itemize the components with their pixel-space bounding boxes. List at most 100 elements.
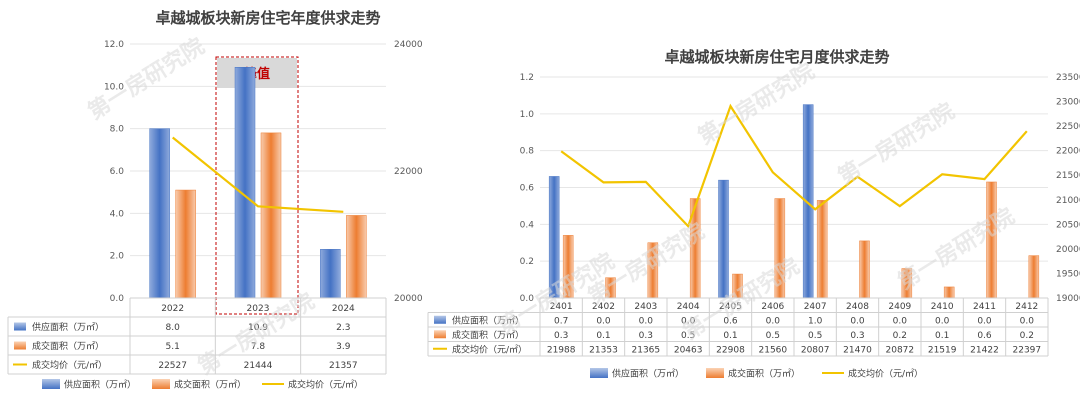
chart2-table-cell: 21519 xyxy=(928,345,957,355)
chart1-table-cell: 7.8 xyxy=(251,342,266,352)
chart1-y2-tick-label: 22000 xyxy=(394,167,423,177)
chart1-table-key-deal xyxy=(14,341,26,350)
chart1-table-row-label: 成交均价（元/㎡） xyxy=(32,359,107,371)
chart2-table-cell: 21365 xyxy=(632,345,661,355)
chart1-table-cell: 8.0 xyxy=(166,323,181,333)
chart1-y-tick-label: 4.0 xyxy=(110,209,125,219)
chart2-table-cell: 0.6 xyxy=(977,331,992,341)
chart2-x-tick-label: 2407 xyxy=(804,302,827,312)
chart2-table-row-label: 成交均价（元/㎡） xyxy=(452,343,527,355)
chart1-legend-key-supply xyxy=(42,379,60,389)
chart2-y2-axis: 19000 19500 20000 20500 21000 21500 22000 22500… xyxy=(1056,73,1080,304)
chart2-y2-tick-label: 23000 xyxy=(1056,98,1080,108)
chart2-table-cell: 0.0 xyxy=(766,316,781,326)
chart2-table-cell: 20807 xyxy=(801,345,830,355)
chart2-table-cell: 0.0 xyxy=(850,316,865,326)
chart2-y2-tick-label: 19500 xyxy=(1056,269,1080,279)
chart2-y2-tick-label: 19000 xyxy=(1056,294,1080,304)
chart1-legend-key-deal xyxy=(152,379,170,389)
chart1-y-tick-label: 0.0 xyxy=(110,294,125,304)
chart2-table-cell: 21422 xyxy=(970,345,999,355)
chart2-y2-tick-label: 20500 xyxy=(1056,220,1080,230)
chart2-deal-bar xyxy=(943,286,955,299)
chart2-y-tick-label: 0.8 xyxy=(520,147,535,157)
chart2-legend-label: 供应面积（万㎡） xyxy=(612,368,684,380)
chart1-table-key-supply xyxy=(14,322,26,331)
chart2-y2-tick-label: 21500 xyxy=(1056,171,1080,181)
chart1-legend-label: 成交均价（元/㎡） xyxy=(288,379,363,391)
chart2-deal-bar xyxy=(859,240,870,299)
chart2-legend-key-supply xyxy=(590,368,608,378)
chart2-price-line xyxy=(560,103,1028,229)
chart2-x-tick-label: 2405 xyxy=(719,302,742,312)
chart2-table-cell: 0.6 xyxy=(723,316,738,326)
watermark-text: 第一房研究院 xyxy=(693,58,819,150)
chart1-x-tick-label: 2024 xyxy=(332,304,355,314)
chart1-peak-label-bg xyxy=(217,58,297,88)
chart2-table-cell: 0.0 xyxy=(977,316,992,326)
chart2-y2-tick-label: 20000 xyxy=(1056,245,1080,255)
chart1-table-cell: 21444 xyxy=(244,361,273,371)
chart2-table-key-supply xyxy=(434,315,446,324)
chart1-table-cell: 10.9 xyxy=(248,323,268,333)
chart2-table-cell: 0.3 xyxy=(554,331,568,341)
chart1-x-tick-label: 2023 xyxy=(247,304,270,314)
chart2-x-tick-label: 2411 xyxy=(973,302,996,312)
chart2-table-cell: 20872 xyxy=(886,345,915,355)
chart1-y-tick-label: 8.0 xyxy=(110,125,125,135)
chart1-table-cell: 5.1 xyxy=(166,342,180,352)
chart2-deal-bar xyxy=(816,200,828,299)
chart2-legend-key-deal xyxy=(706,368,724,378)
chart1-table-row-label: 成交面积（万㎡） xyxy=(32,340,104,352)
chart2-table-cell: 0.2 xyxy=(893,331,907,341)
chart2-table-cell: 0.0 xyxy=(1020,316,1035,326)
chart2-y2-tick-label: 21000 xyxy=(1056,196,1080,206)
chart1-title: 卓越城板块新房住宅年度供求走势 xyxy=(155,9,380,27)
chart1-peak-highlight-box xyxy=(215,56,299,315)
chart1-y-axis: 0.0 2.0 4.0 6.0 8.0 10.0 12.0 xyxy=(104,40,124,304)
chart1-legend-label: 成交面积（万㎡） xyxy=(174,379,246,391)
chart2-x-tick-label: 2404 xyxy=(677,302,700,312)
chart1-legend: 供应面积（万㎡） 成交面积（万㎡） 成交均价（元/㎡） xyxy=(42,379,363,391)
chart2-table-cell: 1.0 xyxy=(808,316,823,326)
chart2-x-tick-label: 2408 xyxy=(846,302,869,312)
chart2-table-cell: 0.3 xyxy=(850,331,864,341)
chart2-y-tick-label: 0.6 xyxy=(520,184,535,194)
chart2-table-cell: 0.2 xyxy=(1020,331,1034,341)
chart1-data-table: 2022 2023 2024 供应面积（万㎡） 8.0 10.9 2.3 成交面积（万㎡） 5.… xyxy=(7,297,387,375)
chart2-data-table: 2401 2402 2403 2404 2405 2406 2407 2408 2409 2410… xyxy=(427,297,1049,357)
chart2-table-cell: 0.5 xyxy=(766,331,780,341)
chart1-y-tick-label: 2.0 xyxy=(110,252,125,262)
chart2-y2-tick-label: 22000 xyxy=(1056,147,1080,157)
chart2-table-cell: 21988 xyxy=(547,345,576,355)
chart2-x-tick-label: 2401 xyxy=(550,302,573,312)
chart1-table-cell: 2.3 xyxy=(336,323,350,333)
chart1-y-tick-label: 12.0 xyxy=(104,40,124,50)
chart2-table-cell: 0.1 xyxy=(935,331,949,341)
chart2-y-tick-label: 1.2 xyxy=(520,73,534,83)
watermark-text: 第一房研究院 xyxy=(893,203,1019,295)
chart2-table-cell: 21353 xyxy=(589,345,618,355)
chart2-title: 卓越城板块新房住宅月度供求走势 xyxy=(664,48,889,66)
chart2-y2-tick-label: 22500 xyxy=(1056,122,1080,132)
chart1-bars xyxy=(149,67,367,299)
chart2-x-tick-label: 2402 xyxy=(592,302,615,312)
chart2-legend-label: 成交均价（元/㎡） xyxy=(848,368,923,380)
chart2-x-tick-label: 2410 xyxy=(931,302,954,312)
chart1-y-tick-label: 10.0 xyxy=(104,82,124,92)
chart2-table-cell: 0.0 xyxy=(935,316,950,326)
chart1-deal-bar xyxy=(260,132,282,299)
chart1-price-line xyxy=(172,136,344,213)
chart1-table-row-label: 供应面积（万㎡） xyxy=(32,321,104,333)
chart2-table-cell: 0.3 xyxy=(639,331,653,341)
chart2-x-tick-label: 2403 xyxy=(634,302,657,312)
chart2-table-cell: 0.0 xyxy=(596,316,611,326)
chart2-legend-label: 成交面积（万㎡） xyxy=(728,368,800,380)
chart2-y-tick-label: 0.0 xyxy=(520,294,535,304)
chart2-table-cell: 0.5 xyxy=(681,331,695,341)
chart2-table-cell: 0.0 xyxy=(639,316,654,326)
chart1-table-cell: 22527 xyxy=(158,361,187,371)
chart2-x-tick-label: 2409 xyxy=(888,302,911,312)
chart2-y2-tick-label: 23500 xyxy=(1056,73,1080,83)
